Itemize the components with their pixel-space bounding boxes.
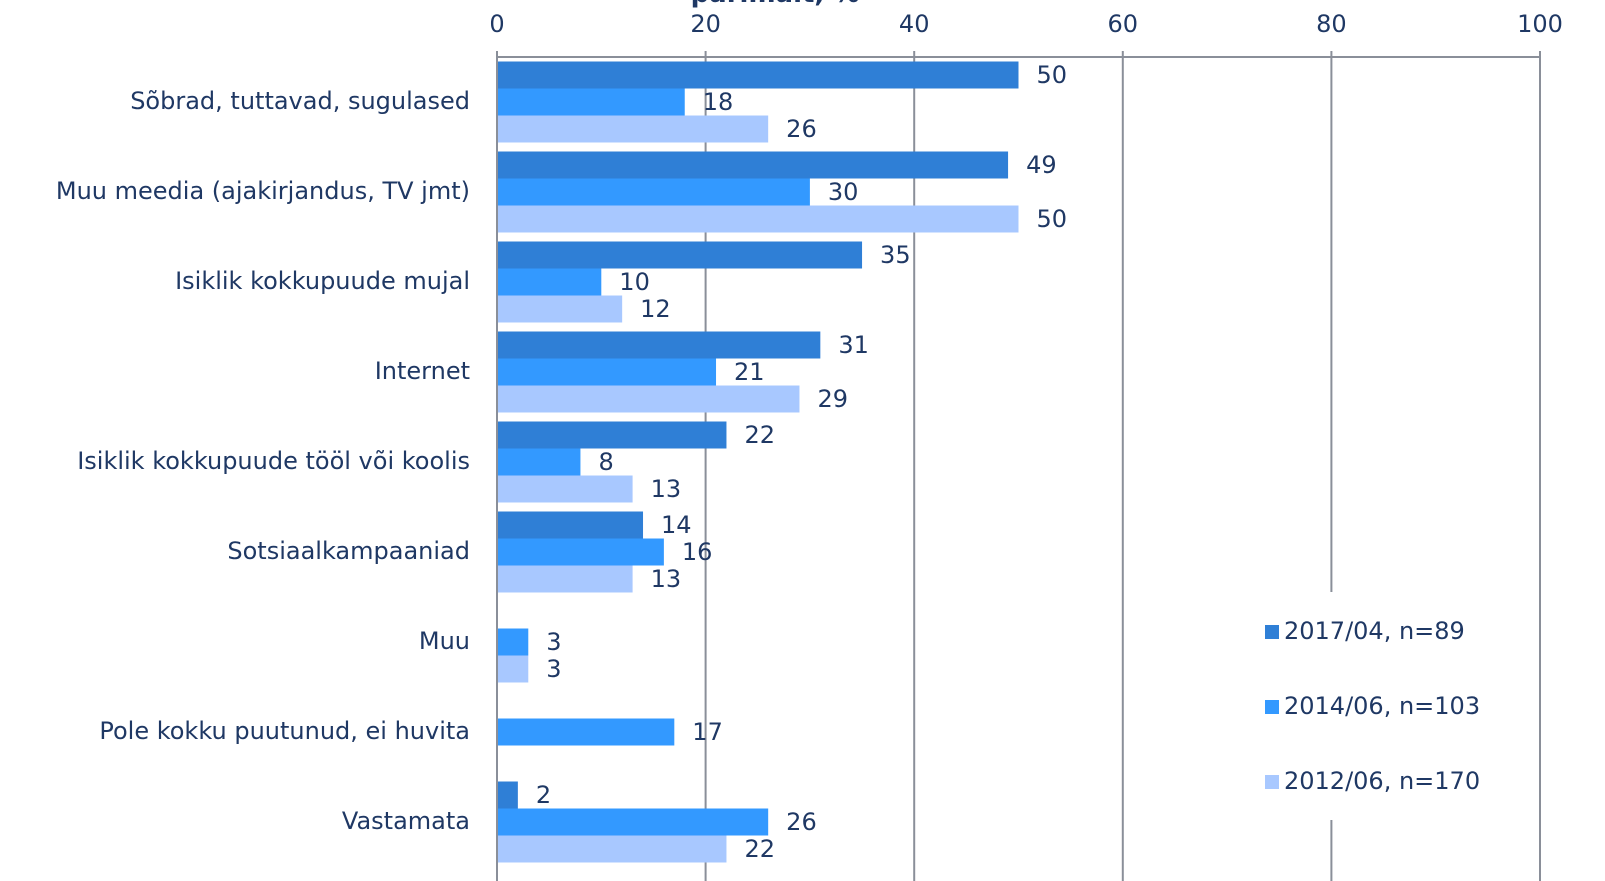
value-label: 10 [619, 268, 650, 296]
bar [497, 385, 800, 413]
value-label: 3 [546, 655, 561, 683]
legend-label: 2017/04, n=89 [1284, 617, 1465, 645]
x-tick-label: 40 [899, 10, 930, 38]
legend-label: 2014/06, n=103 [1284, 692, 1480, 720]
x-tick-label: 20 [690, 10, 721, 38]
bar [497, 808, 769, 836]
bar [497, 448, 581, 476]
value-label: 31 [838, 331, 869, 359]
category-label: Internet [375, 357, 470, 385]
value-label: 13 [651, 475, 682, 503]
x-tick-label: 80 [1316, 10, 1347, 38]
bar [497, 205, 1019, 233]
value-label: 12 [640, 295, 671, 323]
x-tick-label: 0 [489, 10, 504, 38]
value-label: 50 [1037, 61, 1068, 89]
bar [497, 835, 727, 863]
category-label: Muu meedia (ajakirjandus, TV jmt) [56, 177, 470, 205]
bar [497, 358, 717, 386]
bar [497, 151, 1009, 179]
value-label: 30 [828, 178, 859, 206]
value-label: 29 [817, 385, 848, 413]
legend-label: 2012/06, n=170 [1284, 767, 1480, 795]
value-label: 35 [880, 241, 911, 269]
value-label: 16 [682, 538, 713, 566]
bar [497, 295, 623, 323]
value-label: 18 [703, 88, 734, 116]
x-tick-label: 60 [1108, 10, 1139, 38]
category-label: Vastamata [342, 807, 470, 835]
value-label: 2 [536, 781, 551, 809]
category-label: Sotsiaalkampaaniad [227, 537, 470, 565]
value-label: 22 [744, 835, 775, 863]
bar [497, 475, 633, 503]
bar [497, 628, 529, 656]
category-label: Sõbrad, tuttavad, sugulased [130, 87, 470, 115]
legend-box [1250, 592, 1530, 820]
bar [497, 241, 863, 269]
category-label: Isiklik kokkupuude mujal [175, 267, 470, 295]
chart-title: parimalt, % [691, 0, 860, 9]
category-label: Pole kokku puutunud, ei huvita [99, 717, 470, 745]
x-tick-label: 100 [1517, 10, 1563, 38]
value-label: 26 [786, 115, 817, 143]
value-label: 8 [598, 448, 613, 476]
bar [497, 178, 810, 206]
value-label: 26 [786, 808, 817, 836]
category-label: Isiklik kokkupuude tööl või koolis [77, 447, 470, 475]
bar [497, 538, 664, 566]
value-label: 50 [1037, 205, 1068, 233]
value-label: 17 [692, 718, 723, 746]
legend-swatch [1265, 775, 1279, 789]
bar [497, 115, 769, 143]
bar [497, 565, 633, 593]
bar [497, 718, 675, 746]
value-label: 13 [651, 565, 682, 593]
bar [497, 331, 821, 359]
legend-swatch [1265, 625, 1279, 639]
category-label: Muu [419, 627, 470, 655]
value-label: 14 [661, 511, 692, 539]
value-label: 3 [546, 628, 561, 656]
bar [497, 421, 727, 449]
bar [497, 88, 685, 116]
bar [497, 61, 1019, 89]
value-label: 21 [734, 358, 765, 386]
bar [497, 781, 518, 809]
bar [497, 511, 644, 539]
bar [497, 655, 529, 683]
legend-swatch [1265, 700, 1279, 714]
value-label: 49 [1026, 151, 1057, 179]
bar [497, 268, 602, 296]
value-label: 22 [744, 421, 775, 449]
